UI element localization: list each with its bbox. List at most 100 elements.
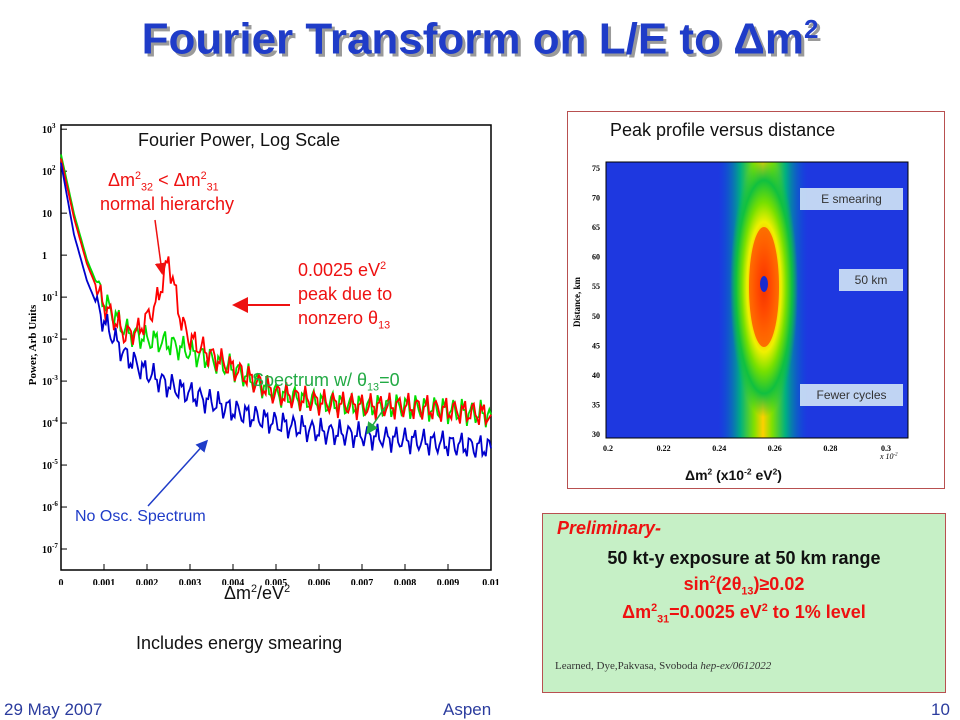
x-mult-sup: -2 [893, 452, 898, 458]
hier-lt: < Δm [153, 170, 201, 190]
heatmap-x-tick-label: 0.28 [823, 444, 837, 453]
x-tick-label: 0.009 [437, 578, 460, 585]
xlabel-sup2: 2 [284, 583, 291, 595]
heatmap-y-tick-label: 40 [592, 371, 600, 380]
slide-title-text: Fourier Transform on L/E to Δm [141, 14, 804, 64]
heatmap-y-label: Distance, km [572, 277, 582, 327]
sin-theta: (2θ [715, 574, 742, 594]
heatmap-y-tick-label: 60 [592, 253, 600, 262]
peak-ann-sup: 2 [380, 260, 387, 272]
y-tick-label: 103 [42, 122, 56, 136]
heatmap-y-tick-label: 50 [592, 312, 600, 321]
dm-sub: 31 [657, 613, 670, 626]
heatmap-y-tick-label: 75 [592, 164, 600, 173]
x-axis-label: Δm2/eV2 [224, 583, 290, 604]
dm-text: Δm [622, 602, 652, 622]
hierarchy-annotation-line2: normal hierarchy [100, 194, 235, 214]
y-tick-label: 10-7 [42, 542, 58, 556]
peak-profile-title: Peak profile versus distance [610, 120, 836, 140]
note-sin2: sin2(2θ13)≥0.02 [543, 574, 945, 597]
theta-annotation: Spectrum w/ θ13=0 [252, 370, 400, 394]
x-tick-labels: 0 0.001 0.002 0.003 0.004 0.005 0.006 0.007 0.00… [59, 564, 500, 585]
heatmap-y-ticks: 75 70 65 60 55 50 45 40 35 30 [592, 164, 600, 439]
footer-venue: Aspen [443, 700, 492, 719]
results-note: Preliminary- 50 kt-y exposure at 50 km r… [542, 513, 946, 693]
hier-sup1: 2 [135, 170, 142, 182]
series-line [60, 154, 492, 428]
heatmap-y-tick-label: 70 [592, 194, 600, 203]
heatmap-x-ticks: 0.2 0.22 0.24 0.26 0.28 0.3 [603, 444, 891, 453]
dm-sup2: 2 [761, 602, 768, 614]
label-fewer-cycles: Fewer cycles [800, 384, 903, 406]
hierarchy-annotation-line1: Δm232 < Δm231 [108, 170, 219, 194]
sin-text: sin [683, 574, 710, 594]
y-tick-label: 102 [42, 164, 56, 178]
heatmap-y-tick-label: 65 [592, 223, 600, 232]
dm-sup: 2 [651, 602, 658, 614]
heatmap-contours [718, 162, 808, 438]
theta-ann-text: Spectrum w/ θ [252, 370, 368, 390]
theta-arrow [366, 399, 391, 435]
theta-ann-sub: 13 [367, 381, 380, 394]
sin-value: )≥0.02 [753, 574, 805, 594]
x-tick-label: 0.007 [351, 578, 374, 585]
series-line [60, 158, 492, 427]
x-tick-label: 0.006 [308, 578, 331, 585]
x-tick-label: 0.005 [265, 578, 288, 585]
footer-date: 29 May 2007 [4, 700, 103, 719]
heatmap-x-tick-label: 0.3 [881, 444, 891, 453]
peak-ann-text3: nonzero θ [298, 308, 379, 328]
hm-xl-sup2: -2 [744, 466, 752, 477]
heatmap-x-tick-label: 0.26 [768, 444, 782, 453]
xlabel-ev: /eV [257, 583, 285, 603]
hm-xl-sup3: 2 [772, 466, 778, 477]
peak-profile-panel: Peak profile versus distance [567, 111, 945, 489]
x-tick-label: 0.01 [482, 578, 500, 585]
note-citation: Learned, Dye,Pakvasa, Svoboda hep-ex/061… [555, 660, 771, 672]
no-osc-arrow [147, 439, 209, 507]
hm-xl-d: ) [777, 467, 782, 483]
footer-page: 10 [931, 700, 950, 719]
note-dm31: Δm231=0.0025 eV2 to 1% level [543, 602, 945, 626]
heatmap-x-label: Δm2 (x10-2 eV2) [685, 467, 782, 483]
y-axis-label: Power, Arb Units [28, 304, 39, 385]
peak-ann-sub: 13 [378, 319, 391, 332]
peak-marker [760, 276, 768, 292]
y-tick-label: 10-3 [42, 374, 58, 388]
hier-sub1: 32 [141, 181, 154, 194]
x-tick-label: 0.008 [394, 578, 417, 585]
y-tick-label: 10-2 [42, 332, 58, 346]
peak-annotation: 0.0025 eV2 peak due to nonzero θ13 [298, 258, 393, 332]
note-preliminary: Preliminary- [557, 518, 662, 538]
peak-ann-line2: peak due to [298, 284, 393, 304]
x-tick-label: 0.004 [222, 578, 245, 585]
theta-ann-text2: =0 [379, 370, 400, 390]
chart-frame [60, 124, 492, 571]
heatmap-y-tick-label: 30 [592, 430, 600, 439]
label-e-smearing: E smearing [800, 188, 903, 210]
note-exposure: 50 kt-y exposure at 50 km range [607, 548, 881, 568]
peak-profile-heatmap: 75 70 65 60 55 50 45 40 35 30 0.2 0.22 0.24 0.26 0.28… [572, 161, 909, 453]
hm-xl-sup1: 2 [707, 466, 713, 477]
hier-dm: Δm [108, 170, 136, 190]
heatmap-y-tick-label: 35 [592, 400, 600, 409]
x-tick-label: 0.002 [136, 578, 159, 585]
y-tick-label: 10-6 [42, 500, 58, 514]
dm-level: to 1% level [767, 602, 866, 622]
hm-xl-a: Δm [685, 467, 708, 483]
heatmap-y-tick-label: 55 [592, 282, 600, 291]
peak-ann-text1: 0.0025 eV [298, 260, 381, 280]
hierarchy-arrow [154, 219, 167, 275]
y-tick-label: 10-4 [42, 416, 58, 430]
heatmap-x-multiplier: x 10-2 [880, 452, 898, 461]
slide-title: Fourier Transform on L/E to Δm2 [0, 14, 960, 65]
x-tick-label: 0.003 [179, 578, 202, 585]
series-line [60, 162, 492, 459]
y-tick-label: 10 [42, 209, 52, 220]
y-tick-label: 10-5 [42, 458, 58, 472]
hm-xl-c: eV [751, 467, 773, 483]
label-50km: 50 km [839, 269, 903, 291]
